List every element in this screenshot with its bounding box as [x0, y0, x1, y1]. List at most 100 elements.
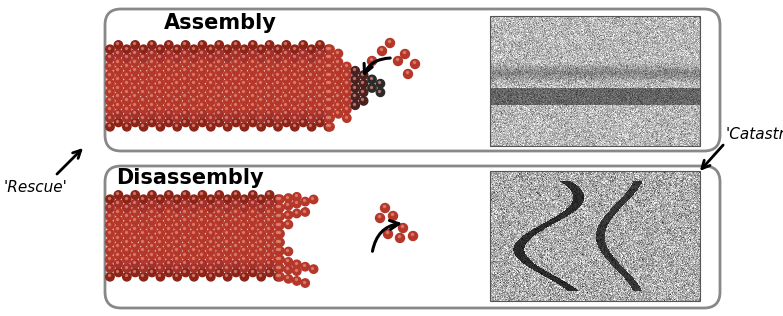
- Circle shape: [240, 221, 248, 229]
- Circle shape: [106, 45, 114, 53]
- Circle shape: [189, 88, 198, 96]
- Circle shape: [299, 92, 308, 101]
- Circle shape: [198, 242, 207, 251]
- Bar: [490, 16, 700, 146]
- Circle shape: [290, 123, 299, 131]
- Circle shape: [276, 204, 284, 212]
- Circle shape: [410, 59, 420, 69]
- Circle shape: [223, 264, 232, 272]
- Circle shape: [274, 97, 282, 105]
- Circle shape: [240, 272, 248, 281]
- Circle shape: [182, 75, 189, 84]
- Circle shape: [106, 195, 114, 204]
- Circle shape: [299, 110, 308, 118]
- Circle shape: [388, 211, 398, 221]
- Circle shape: [114, 49, 123, 58]
- Circle shape: [284, 258, 293, 266]
- Circle shape: [308, 54, 316, 62]
- Circle shape: [248, 84, 257, 92]
- Circle shape: [114, 92, 123, 101]
- Circle shape: [148, 67, 156, 75]
- Circle shape: [189, 204, 198, 212]
- Circle shape: [198, 225, 207, 234]
- Circle shape: [148, 110, 156, 118]
- Circle shape: [182, 199, 189, 208]
- Circle shape: [215, 251, 223, 259]
- Circle shape: [182, 101, 189, 109]
- Circle shape: [232, 75, 240, 84]
- Circle shape: [114, 41, 123, 49]
- Circle shape: [139, 105, 148, 114]
- Circle shape: [189, 238, 198, 246]
- Text: Assembly: Assembly: [164, 13, 276, 33]
- Circle shape: [299, 75, 308, 84]
- Circle shape: [257, 204, 265, 212]
- Circle shape: [265, 41, 274, 49]
- Circle shape: [173, 272, 182, 281]
- Circle shape: [334, 67, 343, 75]
- Circle shape: [265, 251, 274, 259]
- Circle shape: [114, 208, 123, 216]
- Circle shape: [123, 71, 131, 79]
- Circle shape: [309, 195, 318, 204]
- Circle shape: [123, 54, 131, 62]
- Circle shape: [123, 238, 131, 246]
- Circle shape: [248, 41, 257, 49]
- Circle shape: [232, 260, 240, 268]
- Circle shape: [316, 84, 324, 92]
- FancyBboxPatch shape: [105, 166, 720, 308]
- Circle shape: [215, 58, 223, 66]
- Circle shape: [164, 216, 173, 225]
- Circle shape: [148, 84, 156, 92]
- Circle shape: [164, 242, 173, 251]
- Circle shape: [377, 46, 387, 56]
- Circle shape: [223, 212, 232, 221]
- Circle shape: [198, 260, 207, 268]
- Circle shape: [316, 58, 324, 66]
- Circle shape: [164, 234, 173, 242]
- Circle shape: [248, 199, 257, 208]
- Circle shape: [106, 229, 114, 238]
- Circle shape: [284, 202, 293, 210]
- Circle shape: [148, 101, 156, 109]
- Circle shape: [148, 75, 156, 84]
- Circle shape: [139, 80, 148, 88]
- Circle shape: [189, 221, 198, 229]
- Circle shape: [106, 272, 114, 281]
- Circle shape: [223, 195, 232, 204]
- Circle shape: [131, 225, 139, 234]
- Circle shape: [326, 80, 334, 88]
- Circle shape: [148, 199, 156, 208]
- Circle shape: [173, 123, 182, 131]
- Circle shape: [359, 71, 368, 79]
- Circle shape: [265, 260, 274, 268]
- Circle shape: [123, 97, 131, 105]
- Circle shape: [156, 114, 164, 122]
- Circle shape: [173, 54, 182, 62]
- Circle shape: [324, 88, 333, 96]
- Circle shape: [123, 114, 131, 122]
- Circle shape: [123, 229, 131, 238]
- Circle shape: [123, 45, 131, 53]
- Circle shape: [299, 49, 308, 58]
- Circle shape: [308, 123, 316, 131]
- Circle shape: [164, 268, 173, 276]
- Circle shape: [207, 247, 215, 255]
- Circle shape: [156, 45, 164, 53]
- Circle shape: [114, 225, 123, 234]
- Circle shape: [198, 118, 207, 127]
- Circle shape: [207, 204, 215, 212]
- Circle shape: [156, 123, 164, 131]
- Circle shape: [223, 229, 232, 238]
- Circle shape: [215, 92, 223, 101]
- Circle shape: [282, 118, 290, 127]
- Circle shape: [223, 62, 232, 71]
- Circle shape: [148, 268, 156, 276]
- Circle shape: [148, 58, 156, 66]
- Circle shape: [173, 247, 182, 255]
- Circle shape: [284, 194, 293, 202]
- Circle shape: [316, 101, 324, 109]
- Circle shape: [334, 49, 343, 58]
- Circle shape: [257, 97, 265, 105]
- Circle shape: [290, 62, 299, 71]
